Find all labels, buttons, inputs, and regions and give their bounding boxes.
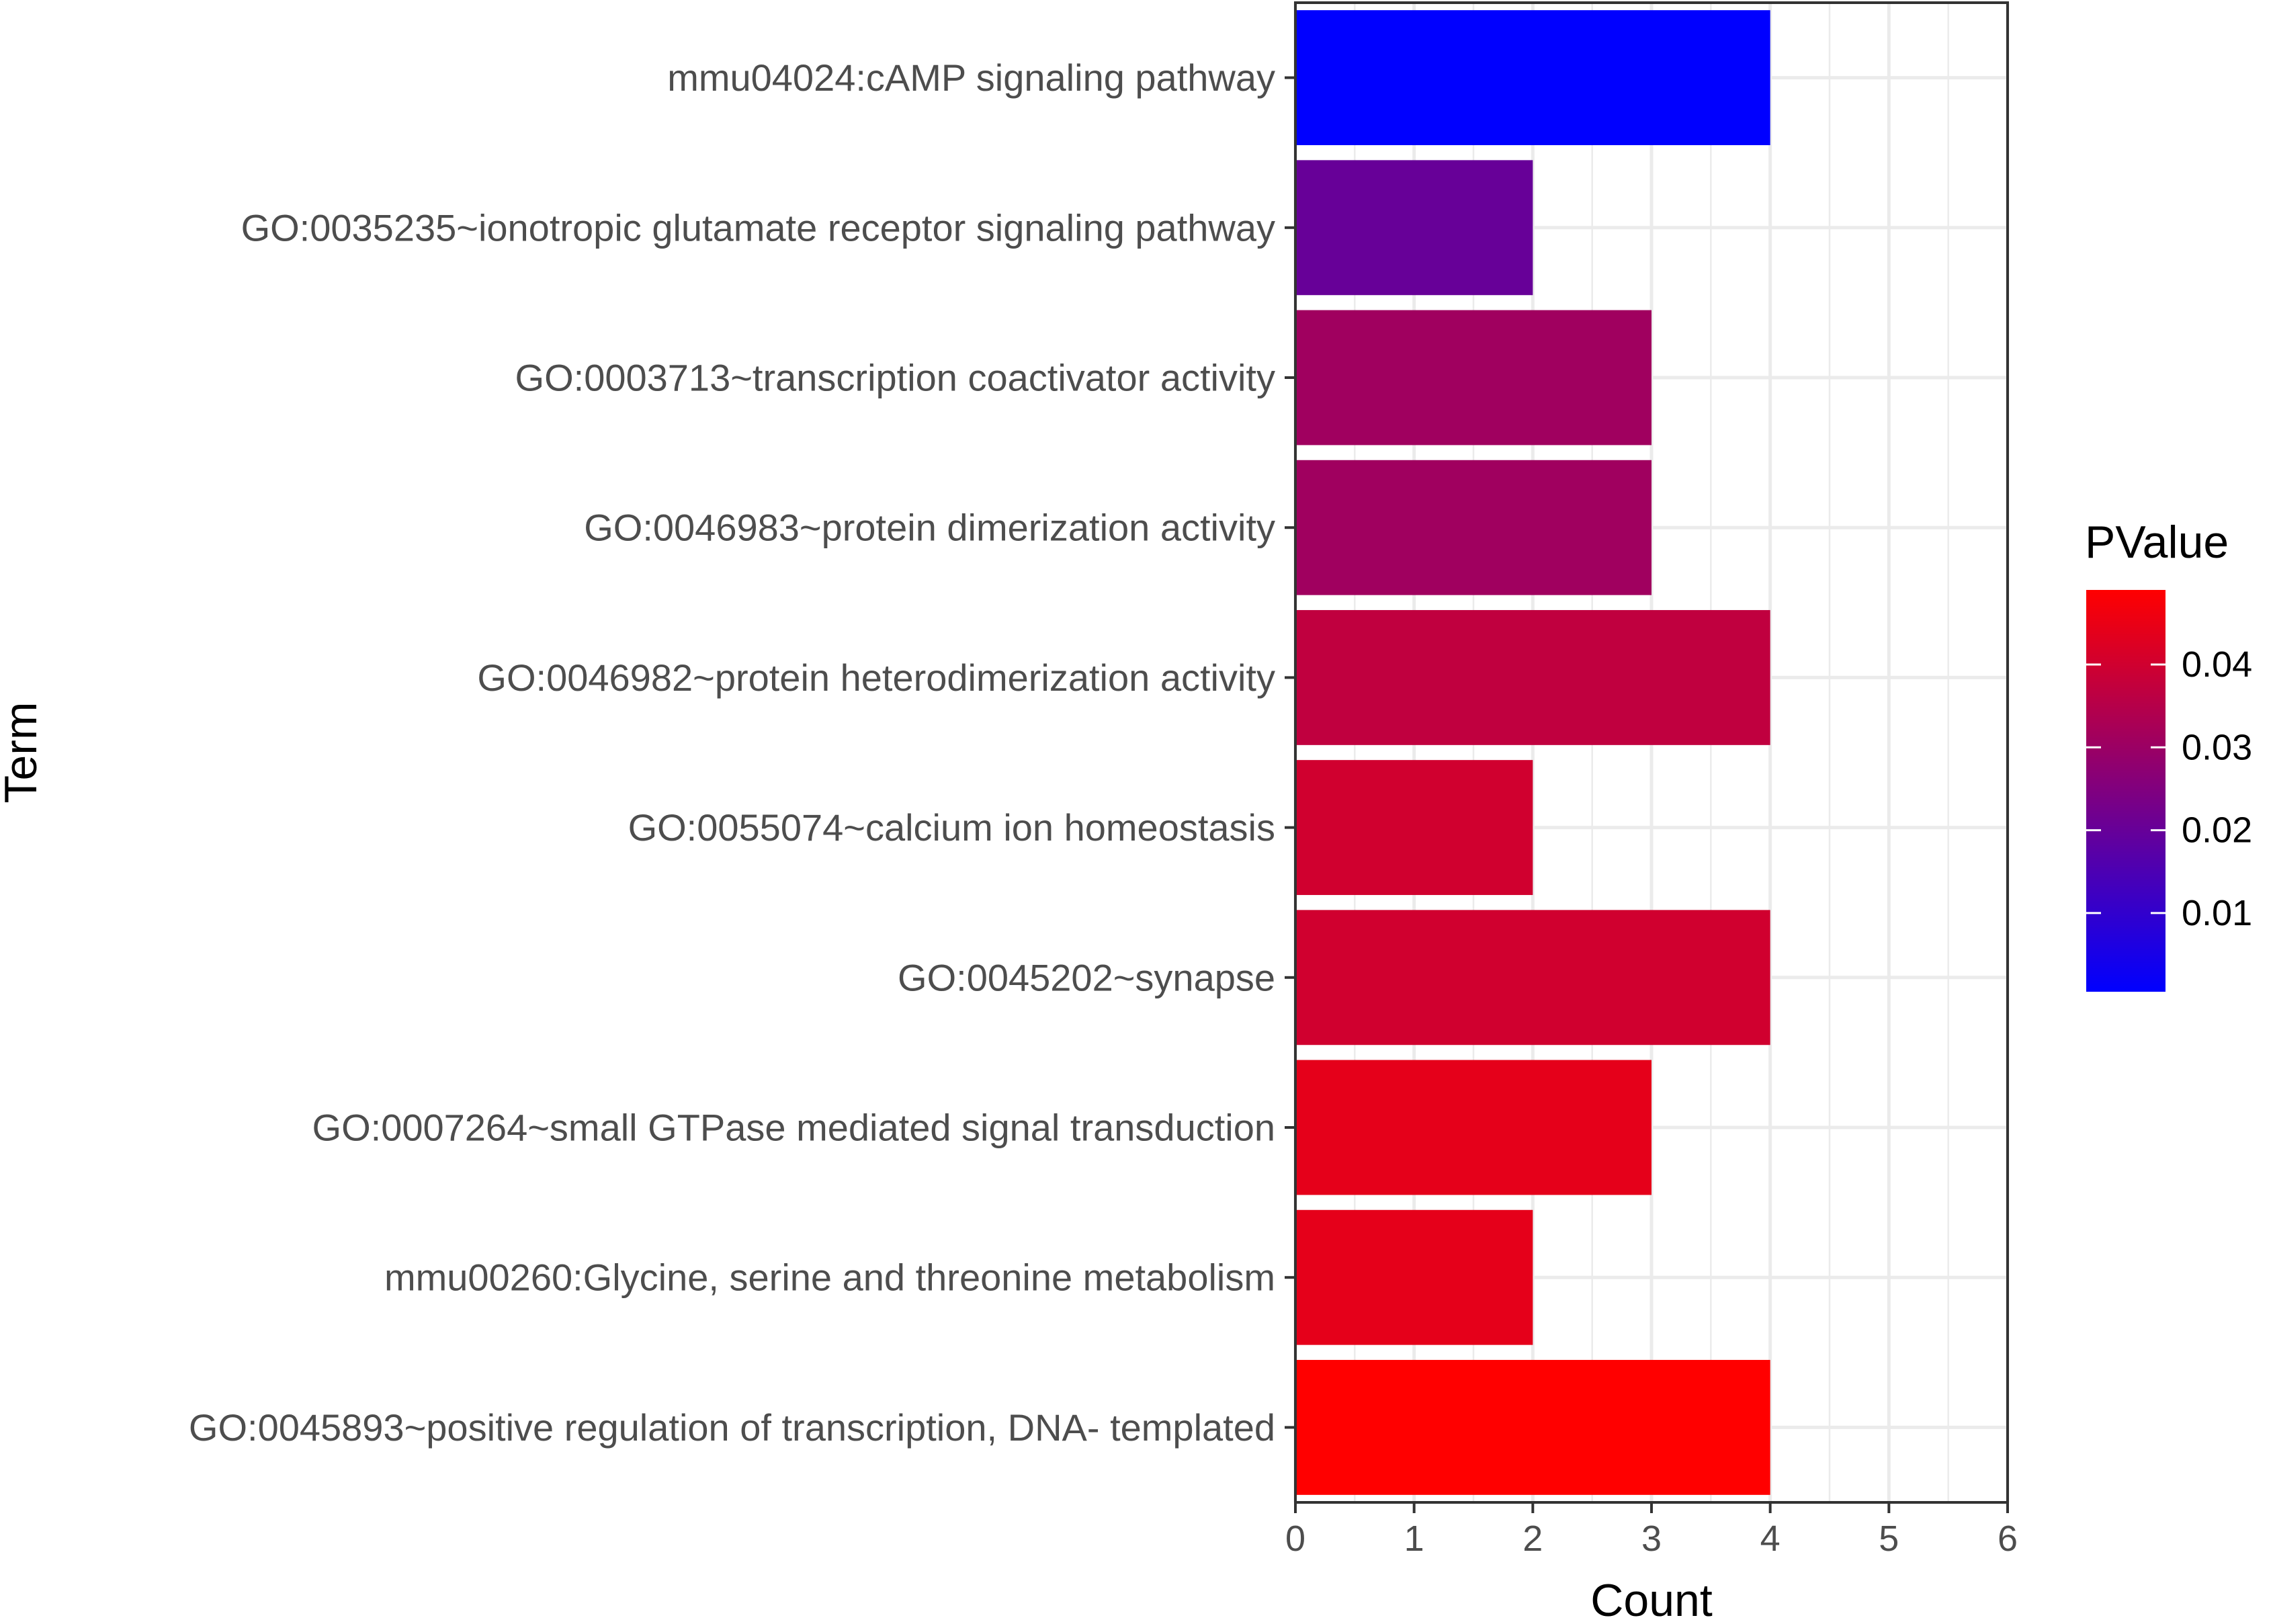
y-tick-label: GO:0045893~positive regulation of transc… xyxy=(189,1406,1275,1449)
bar xyxy=(1295,760,1533,896)
x-tick-label: 5 xyxy=(1879,1519,1899,1559)
legend-title: PValue xyxy=(2085,517,2229,568)
legend: PValue 0.01 0.02 0.03 0.04 xyxy=(2085,517,2252,992)
bar xyxy=(1295,1209,1533,1345)
x-tick-label: 1 xyxy=(1404,1519,1424,1559)
y-tick-label: GO:0003713~transcription coactivator act… xyxy=(515,357,1275,399)
y-tick-label: GO:0046982~protein heterodimerization ac… xyxy=(477,656,1275,699)
y-tick-label: GO:0035235~ionotropic glutamate receptor… xyxy=(241,206,1275,249)
x-tick-label: 3 xyxy=(1641,1519,1662,1559)
y-tick-label: GO:0007264~small GTPase mediated signal … xyxy=(312,1107,1275,1149)
x-axis-title: Count xyxy=(1590,1575,1713,1621)
y-tick-label: mmu04024:cAMP signaling pathway xyxy=(667,56,1275,99)
bar xyxy=(1295,1060,1652,1195)
x-tick-label: 0 xyxy=(1285,1519,1305,1559)
legend-tick-label: 0.04 xyxy=(2182,644,2252,685)
legend-ticks: 0.01 0.02 0.03 0.04 xyxy=(2086,644,2252,933)
x-tick-label: 6 xyxy=(1998,1519,2018,1559)
legend-tick-label: 0.01 xyxy=(2182,893,2252,933)
bar xyxy=(1295,310,1652,445)
bar xyxy=(1295,10,1770,146)
bar xyxy=(1295,1359,1770,1495)
bar xyxy=(1295,160,1533,296)
bar-layer xyxy=(1295,10,1770,1495)
y-tick-label: mmu00260:Glycine, serine and threonine m… xyxy=(384,1256,1275,1299)
bar xyxy=(1295,910,1770,1045)
legend-tick-label: 0.03 xyxy=(2182,727,2252,767)
bar xyxy=(1295,609,1770,745)
y-axis-title: Term xyxy=(0,701,46,803)
x-tick-label: 2 xyxy=(1523,1519,1543,1559)
bar xyxy=(1295,460,1652,595)
y-tick-label: GO:0046983~protein dimerization activity xyxy=(584,507,1275,549)
y-axis: mmu04024:cAMP signaling pathway GO:003523… xyxy=(189,56,1295,1449)
legend-colorbar xyxy=(2086,590,2165,992)
y-tick-label: GO:0045202~synapse xyxy=(898,956,1275,998)
x-axis: 0 1 2 3 4 5 6 xyxy=(1285,1502,2018,1559)
x-tick-label: 4 xyxy=(1760,1519,1781,1559)
y-tick-label: GO:0055074~calcium ion homeostasis xyxy=(628,806,1275,849)
legend-tick-label: 0.02 xyxy=(2182,810,2252,851)
